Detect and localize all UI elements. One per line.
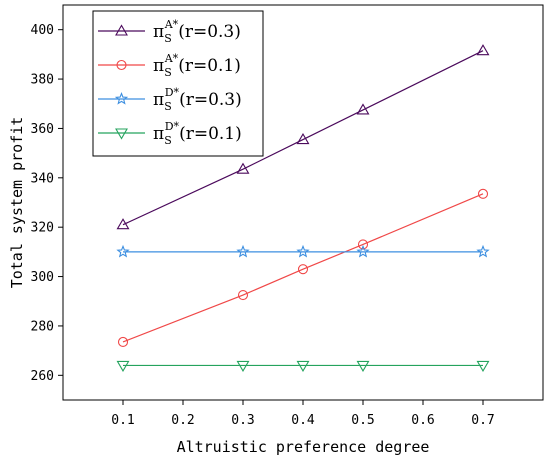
series-1	[116, 44, 490, 230]
legend-item: πSD*(r=0.1)	[98, 120, 242, 147]
legend-param: (r=0.3)	[178, 22, 241, 42]
data-point	[356, 244, 370, 258]
x-tick-label: 0.2	[171, 413, 194, 428]
data-point	[117, 336, 129, 348]
data-point	[236, 244, 250, 258]
x-tick-label: 0.6	[411, 413, 434, 428]
data-point	[296, 244, 310, 258]
series-3	[116, 244, 490, 258]
series-4	[116, 360, 490, 373]
y-tick-label: 400	[31, 23, 54, 38]
series-line	[122, 50, 484, 226]
series-line	[122, 193, 484, 343]
legend-symbol: π	[153, 22, 164, 42]
x-tick-label: 0.1	[111, 413, 134, 428]
y-tick-label: 280	[31, 319, 54, 334]
x-axis-label: Altruistic preference degree	[177, 438, 430, 456]
data-point	[116, 218, 130, 230]
legend-sub: S	[164, 100, 172, 113]
x-tick-label: 0.3	[231, 413, 254, 428]
y-tick-label: 320	[31, 221, 54, 236]
x-tick-label: 0.7	[471, 413, 494, 428]
data-point	[296, 360, 310, 373]
legend-symbol: π	[153, 90, 164, 110]
legend-label: πSD*(r=0.1)	[153, 120, 242, 147]
data-point	[297, 264, 309, 275]
legend-sup: A*	[164, 52, 179, 65]
legend-sup: D*	[165, 86, 180, 99]
legend-sup: D*	[165, 120, 180, 133]
data-point	[296, 132, 310, 145]
data-point	[356, 360, 370, 373]
legend-item: πSD*(r=0.3)	[98, 86, 242, 113]
data-point	[236, 360, 250, 373]
y-axis-label: Total system profit	[8, 117, 26, 289]
legend-param: (r=0.3)	[179, 90, 242, 110]
legend-label: πSD*(r=0.3)	[153, 86, 242, 113]
legend-marker	[115, 24, 128, 36]
legend-symbol: π	[153, 56, 164, 76]
legend-sub: S	[164, 32, 172, 45]
data-point	[116, 360, 130, 373]
legend-marker	[114, 92, 129, 105]
legend-sub: S	[164, 66, 172, 79]
x-tick-label: 0.4	[291, 413, 315, 428]
series-layer	[116, 44, 490, 373]
legend-param: (r=0.1)	[178, 56, 241, 76]
data-point	[476, 360, 490, 373]
data-point	[237, 290, 249, 301]
data-point	[116, 244, 130, 258]
axis-ticks: 0.1 0.2 0.3 0.4 0.5 0.6 0.7 260 280 300 320 340 360 3…	[31, 23, 495, 428]
legend-label: πSA*(r=0.1)	[153, 52, 241, 79]
data-point	[476, 44, 490, 56]
y-tick-label: 300	[31, 270, 54, 285]
legend-item: πSA*(r=0.3)	[98, 18, 241, 45]
data-point	[476, 244, 490, 258]
y-tick-label: 360	[31, 122, 54, 137]
data-point	[236, 162, 250, 174]
legend-sub: S	[164, 134, 172, 147]
legend-marker	[115, 128, 128, 140]
data-point	[357, 239, 369, 250]
legend-label: πSA*(r=0.3)	[153, 18, 241, 45]
y-tick-label: 380	[31, 73, 54, 88]
data-point	[356, 103, 370, 115]
legend-param: (r=0.1)	[179, 124, 242, 144]
legend-item: πSA*(r=0.1)	[98, 52, 241, 79]
legend-marker	[116, 59, 127, 71]
y-tick-label: 260	[31, 369, 54, 384]
data-point	[477, 188, 489, 199]
legend-symbol: π	[153, 124, 164, 144]
plot-frame	[62, 4, 544, 401]
y-tick-label: 340	[31, 171, 54, 186]
x-tick-label: 0.5	[351, 413, 374, 428]
legend-sup: A*	[164, 18, 179, 31]
series-2	[117, 188, 489, 348]
legend: πSA*(r=0.3)πSA*(r=0.1)πSD*(r=0.3)πSD*(r=…	[92, 10, 264, 157]
